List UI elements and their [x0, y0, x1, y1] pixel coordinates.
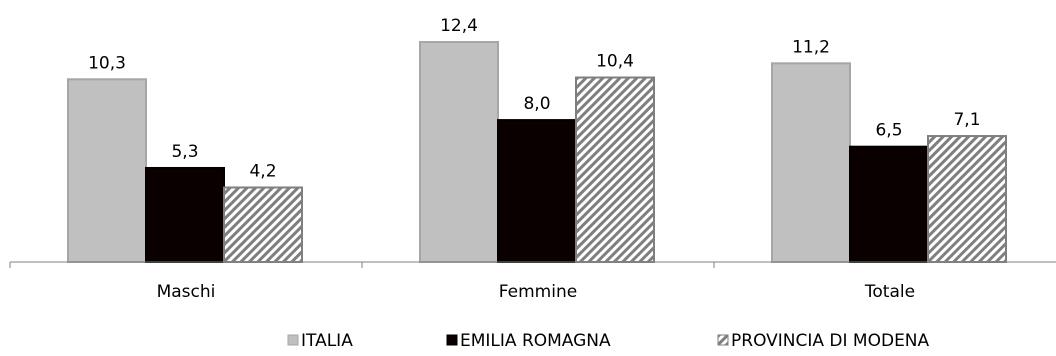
bar-emilia-romagna-maschi: [145, 166, 225, 263]
bar-italia-totale: [771, 62, 851, 264]
category-label-maschi: Maschi: [157, 282, 216, 302]
legend-label-provincia-di-modena: PROVINCIA DI MODENA: [731, 331, 930, 351]
data-label: 8,0: [523, 94, 550, 114]
legend-swatch-emilia-romagna: [446, 334, 458, 346]
data-label: 7,1: [953, 110, 980, 130]
data-label: 4,2: [249, 161, 276, 181]
bar-emilia-romagna-totale: [849, 145, 929, 263]
bar-provincia-di-modena-maschi: [223, 186, 303, 264]
bar-emilia-romagna-femmine: [497, 119, 577, 263]
legend: ITALIA EMILIA ROMAGNA PROVINCIA DI MODENA: [287, 331, 930, 351]
category-label-femmine: Femmine: [499, 282, 577, 302]
bar-italia-maschi: [67, 78, 147, 263]
x-axis: Maschi Femmine Totale: [9, 261, 1056, 302]
data-label: 5,3: [171, 142, 198, 162]
data-label: 12,4: [440, 16, 478, 36]
legend-label-italia: ITALIA: [301, 331, 353, 351]
data-label: 11,2: [792, 37, 830, 57]
bar-provincia-di-modena-totale: [927, 135, 1007, 264]
bar-italia-femmine: [419, 41, 499, 263]
category-label-totale: Totale: [864, 282, 915, 302]
bar-provincia-di-modena-femmine: [575, 76, 655, 263]
legend-swatch-provincia-di-modena: [717, 334, 729, 346]
legend-swatch-italia: [287, 334, 299, 346]
legend-label-emilia-romagna: EMILIA ROMAGNA: [460, 331, 611, 351]
data-label: 10,4: [596, 52, 634, 72]
data-labels-group: 10,3 5,3 4,2 12,4 8,0 10,4 11,2 6,5 7,1: [88, 16, 980, 181]
data-label: 10,3: [88, 53, 126, 73]
bars-group: [67, 41, 1007, 264]
data-label: 6,5: [875, 121, 902, 141]
